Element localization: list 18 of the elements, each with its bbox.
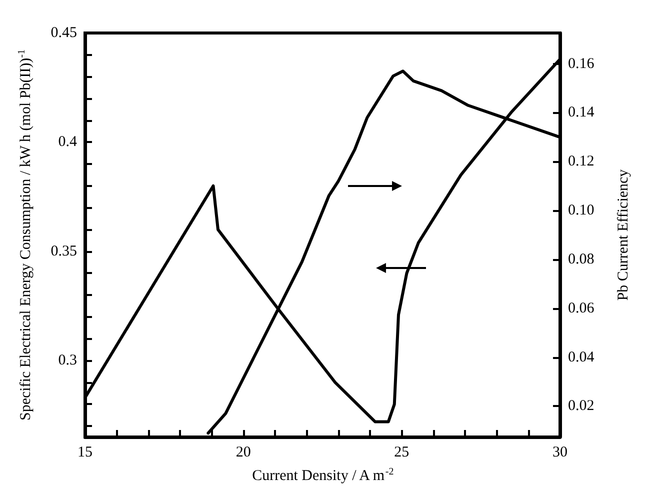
y-axis-title: Specific Electrical Energy Consumption / kW h (mol Pb(II))-1 (16, 49, 34, 421)
y2-tick-label: 0.12 (568, 154, 594, 170)
y-tick-label: 0.45 (50, 25, 77, 41)
y2-tick-label: 0.08 (568, 251, 594, 268)
y-tick-label: 0.3 (58, 352, 77, 369)
x-tick-label: 30 (552, 444, 568, 460)
y2-tick-label: 0.02 (568, 398, 594, 414)
y-tick-label: 0.35 (50, 243, 77, 260)
y2-tick-label: 0.16 (568, 56, 595, 72)
y2-tick-label: 0.14 (568, 104, 595, 121)
x-tick-label: 25 (394, 444, 410, 460)
y2-tick-label: 0.06 (568, 300, 595, 316)
x-tick-label: 15 (78, 444, 92, 460)
y2-axis-title: Pb Current Efficiency (616, 168, 632, 301)
y-tick-label: 0.4 (58, 134, 78, 150)
y2-tick-label: 0.10 (568, 202, 594, 219)
y2-tick-label: 0.04 (568, 349, 595, 366)
x-tick-label: 20 (236, 444, 251, 460)
